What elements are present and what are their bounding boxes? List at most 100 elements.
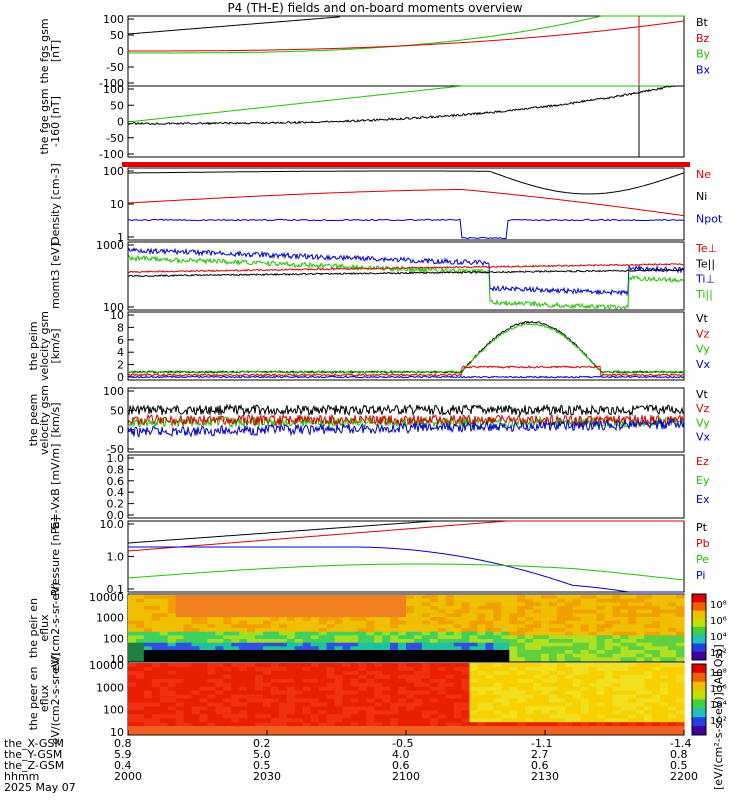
peer-cell bbox=[390, 670, 399, 676]
peir-cell bbox=[580, 602, 590, 607]
peir-cell bbox=[374, 602, 383, 607]
peir-cell bbox=[517, 657, 526, 662]
peer-cell bbox=[660, 682, 669, 688]
peir-cell bbox=[247, 657, 256, 662]
peir-cell bbox=[636, 639, 645, 644]
peir-cell bbox=[239, 642, 248, 647]
peer-cell bbox=[334, 674, 343, 680]
peir-cell bbox=[255, 609, 264, 614]
peer-cell bbox=[215, 682, 224, 688]
peer-cell bbox=[572, 722, 582, 727]
peir-cell bbox=[541, 646, 550, 651]
peer-cell bbox=[374, 710, 383, 715]
peer-cell bbox=[413, 686, 423, 692]
peir-cell bbox=[676, 639, 685, 644]
peer-cell bbox=[151, 694, 161, 700]
peir-cell bbox=[509, 613, 518, 618]
peer-cell bbox=[135, 666, 145, 672]
peer-cell bbox=[263, 698, 272, 703]
peir-cell bbox=[326, 598, 336, 603]
peir-cell bbox=[159, 639, 169, 644]
peir-cell bbox=[231, 613, 240, 618]
peir-cell bbox=[461, 646, 471, 651]
peer-cell bbox=[525, 690, 534, 696]
peer-cell bbox=[636, 690, 645, 696]
peir-cell bbox=[183, 635, 193, 640]
peir-cell bbox=[461, 631, 471, 636]
peer-cell bbox=[366, 670, 375, 676]
peer-cell bbox=[413, 726, 423, 731]
colorbar-ion-swatch bbox=[692, 643, 706, 653]
peer-cell bbox=[159, 670, 169, 676]
peir-cell bbox=[215, 657, 224, 662]
peer-cell bbox=[660, 726, 669, 731]
peir-cell bbox=[135, 653, 145, 658]
peir-cell bbox=[517, 620, 526, 625]
peer-cell bbox=[517, 722, 526, 727]
peir-cell bbox=[191, 657, 200, 662]
peer-cell bbox=[382, 726, 391, 731]
peer-cell bbox=[342, 663, 351, 668]
peer-cell bbox=[374, 694, 383, 700]
peir-cell bbox=[167, 617, 177, 622]
peir-cell bbox=[167, 631, 177, 636]
peer-cell bbox=[596, 718, 606, 723]
peer-cell bbox=[310, 686, 320, 692]
peir-cell bbox=[398, 657, 407, 662]
peer-cell bbox=[334, 682, 343, 688]
peer-cell bbox=[310, 730, 320, 735]
peer-cell bbox=[398, 678, 407, 684]
peer-cell bbox=[398, 710, 407, 715]
peir-cell bbox=[215, 650, 224, 655]
peer-cell bbox=[588, 674, 598, 680]
peer-cell bbox=[493, 666, 502, 672]
peir-cell bbox=[549, 635, 558, 640]
peir-cell bbox=[628, 598, 637, 603]
peer-cell bbox=[564, 702, 574, 707]
peir-cell bbox=[676, 606, 685, 611]
peir-cell bbox=[390, 642, 399, 647]
peer-cell bbox=[239, 722, 248, 727]
peer-cell bbox=[660, 686, 669, 692]
peir-cell bbox=[445, 617, 455, 622]
peir-cell bbox=[556, 613, 566, 618]
peir-cell bbox=[469, 598, 478, 603]
line-Tiperp bbox=[127, 247, 685, 297]
peir-cell bbox=[334, 628, 343, 633]
peir-cell bbox=[271, 646, 280, 651]
peir-cell bbox=[231, 620, 240, 625]
peer-cell bbox=[612, 670, 621, 676]
peer-cell bbox=[398, 674, 407, 680]
colorbar-tick: 10⁸ bbox=[710, 668, 727, 679]
peer-cell bbox=[286, 686, 296, 692]
peer-cell bbox=[263, 706, 272, 711]
peer-cell bbox=[326, 702, 336, 707]
peer-cell bbox=[509, 698, 518, 703]
peer-cell bbox=[310, 706, 320, 711]
peer-cell bbox=[652, 663, 661, 668]
peer-cell bbox=[469, 706, 478, 711]
peer-cell bbox=[350, 686, 359, 692]
peir-cell bbox=[374, 653, 383, 658]
peir-cell bbox=[493, 602, 502, 607]
peir-cell bbox=[660, 595, 669, 600]
peir-cell bbox=[382, 642, 391, 647]
peir-cell bbox=[541, 653, 550, 658]
peir-cell bbox=[445, 639, 455, 644]
peir-cell bbox=[175, 613, 185, 618]
peir-cell bbox=[437, 635, 447, 640]
peir-cell bbox=[207, 609, 216, 614]
peir-cell bbox=[437, 617, 447, 622]
peir-cell bbox=[318, 598, 328, 603]
peir-cell bbox=[429, 657, 439, 662]
peir-cell bbox=[247, 653, 256, 658]
peir-cell bbox=[525, 624, 534, 629]
peer-cell bbox=[310, 710, 320, 715]
peir-cell bbox=[294, 624, 304, 629]
peir-cell bbox=[358, 653, 367, 658]
peir-cell bbox=[596, 595, 606, 600]
peer-cell bbox=[676, 706, 685, 711]
peir-cell bbox=[620, 639, 629, 644]
peer-cell bbox=[390, 666, 399, 672]
peer-cell bbox=[437, 682, 447, 688]
